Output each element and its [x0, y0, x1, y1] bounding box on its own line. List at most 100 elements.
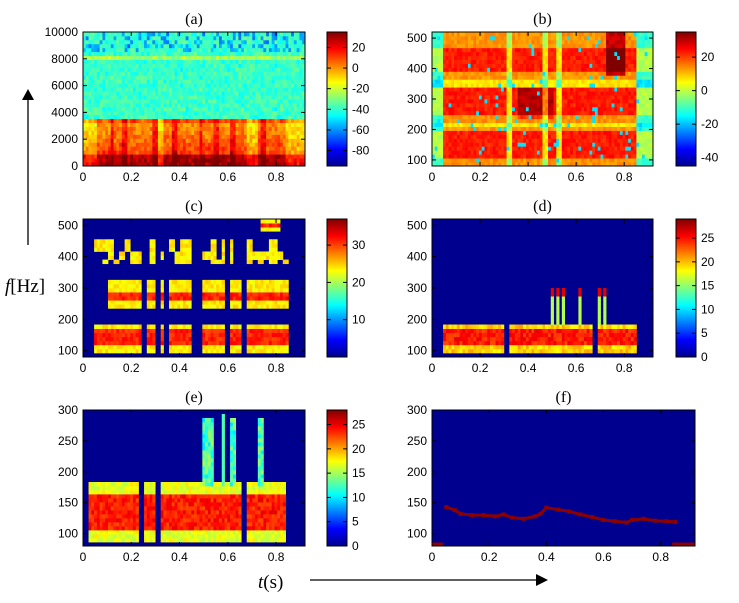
y-tick-label: 150 — [407, 496, 427, 510]
panel-c: (c) 0 0.2 0.4 0.6 0.8 100 200 300 400 500 30 20 10 — [58, 198, 366, 375]
y-tick-label: 10000 — [45, 25, 79, 39]
y-tick-label: 200 — [407, 122, 427, 136]
pitch-point — [567, 509, 572, 514]
colorbar-a: 20 0 -20 -40 -60 -80 — [326, 31, 370, 167]
plot-area-e — [83, 410, 305, 546]
y-tick-label: 6000 — [51, 79, 78, 93]
x-tick-label: 0 — [80, 170, 87, 184]
y-tick-label: 2000 — [51, 132, 78, 146]
pitch-point — [672, 519, 677, 524]
colorbar-tick-label: 25 — [701, 231, 715, 245]
x-tick-label: 0 — [80, 550, 87, 564]
colorbar-tick-label: 0 — [701, 350, 708, 364]
colorbar-tick-label: 20 — [701, 255, 715, 269]
x-tick-label: 0.8 — [616, 170, 633, 184]
x-tick-label: 0.6 — [568, 361, 585, 375]
x-tick-label: 0 — [429, 361, 436, 375]
colorbar-e: 25 20 15 10 5 0 — [326, 409, 366, 553]
colorbar-tick-label: 5 — [701, 326, 708, 340]
pitch-point — [521, 516, 526, 521]
x-tick-label: 0.8 — [268, 361, 285, 375]
colorbar-tick-label: 0 — [352, 539, 359, 553]
colorbar-tick-label: 5 — [352, 515, 359, 529]
x-tick-label: 0 — [429, 170, 436, 184]
y-tick-label: 100 — [407, 527, 427, 541]
pitch-point — [532, 514, 537, 519]
x-tick-label: 0.2 — [123, 550, 140, 564]
y-tick-label: 300 — [407, 281, 427, 295]
pitch-point — [452, 508, 457, 513]
x-tick-label: 0 — [429, 550, 436, 564]
panel-title-b: (b) — [533, 11, 552, 28]
x-tick-label: 0.4 — [171, 550, 188, 564]
y-tick-label: 300 — [407, 92, 427, 106]
pitch-point — [544, 505, 549, 510]
colorbar-c: 30 20 10 — [326, 218, 366, 358]
colorbar-tick-label: 0 — [701, 84, 708, 98]
y-tick-label: 4000 — [51, 105, 78, 119]
plot-area-b — [432, 32, 654, 167]
colorbar-tick-label: -20 — [352, 82, 370, 96]
x-tick-label: 0.6 — [219, 550, 236, 564]
y-tick-label: 500 — [407, 218, 427, 232]
x-tick-label: 0.4 — [171, 361, 188, 375]
colorbar-tick-label: 20 — [352, 442, 366, 456]
x-tick-label: 0.4 — [520, 170, 537, 184]
colorbar-tick-label: -80 — [352, 144, 370, 158]
y-tick-label: 100 — [58, 527, 78, 541]
y-tick-label: 300 — [58, 281, 78, 295]
y-tick-label: 200 — [407, 465, 427, 479]
colorbar-b: 20 0 -20 -40 — [675, 31, 719, 167]
x-tick-label: 0.6 — [219, 170, 236, 184]
pitch-point — [555, 507, 560, 512]
pitch-point — [470, 513, 475, 518]
x-tick-label: 0.6 — [595, 550, 612, 564]
x-tick-label: 0.8 — [268, 550, 285, 564]
figure-ylabel: f[Hz] — [5, 276, 45, 297]
y-tick-label: 200 — [407, 312, 427, 326]
pitch-point — [652, 518, 657, 523]
y-tick-label: 400 — [407, 62, 427, 76]
colorbar-tick-label: -60 — [352, 123, 370, 137]
y-tick-label: 200 — [58, 312, 78, 326]
x-tick-label: 0.2 — [481, 550, 498, 564]
colorbar-tick-label: 15 — [352, 466, 366, 480]
y-tick-label: 100 — [407, 153, 427, 167]
colorbar-tick-label: -20 — [701, 117, 719, 131]
x-tick-label: 0.8 — [616, 361, 633, 375]
panel-title-e: (e) — [185, 389, 203, 406]
colorbar-tick-label: 10 — [701, 302, 715, 316]
pitch-point — [664, 519, 669, 524]
y-tick-label: 250 — [58, 434, 78, 448]
x-tick-label: 0.6 — [568, 170, 585, 184]
panel-title-a: (a) — [185, 11, 203, 28]
y-tick-label: 400 — [407, 250, 427, 264]
y-tick-label: 300 — [58, 403, 78, 417]
x-axis-arrow — [310, 574, 548, 586]
x-tick-label: 0.2 — [472, 361, 489, 375]
y-tick-label: 500 — [407, 31, 427, 45]
plot-area-a — [83, 32, 306, 167]
pitch-point — [538, 511, 543, 516]
colorbar-tick-label: 20 — [352, 40, 366, 54]
x-tick-label: 0.2 — [123, 170, 140, 184]
x-tick-label: 0.2 — [472, 170, 489, 184]
colorbar-tick-label: 25 — [352, 418, 366, 432]
colorbar-tick-label: 10 — [352, 313, 366, 327]
pitch-point — [481, 513, 486, 518]
pitch-point — [501, 512, 506, 517]
pitch-point — [641, 516, 646, 521]
x-tick-label: 0.6 — [219, 361, 236, 375]
pitch-point — [630, 518, 635, 523]
pitch-point — [624, 520, 629, 525]
panel-d: (d) 0 0.2 0.4 0.6 0.8 100 200 300 400 500 25 20 15 10 5… — [407, 198, 715, 375]
colorbar-tick-label: 0 — [352, 61, 359, 75]
panel-title-d: (d) — [533, 198, 552, 215]
plot-area-d — [432, 219, 653, 357]
colorbar-d: 25 20 15 10 5 0 — [675, 218, 715, 364]
y-tick-label: 400 — [58, 250, 78, 264]
y-tick-label: 100 — [407, 344, 427, 358]
pitch-point — [590, 514, 595, 519]
y-tick-label: 8000 — [51, 52, 78, 66]
